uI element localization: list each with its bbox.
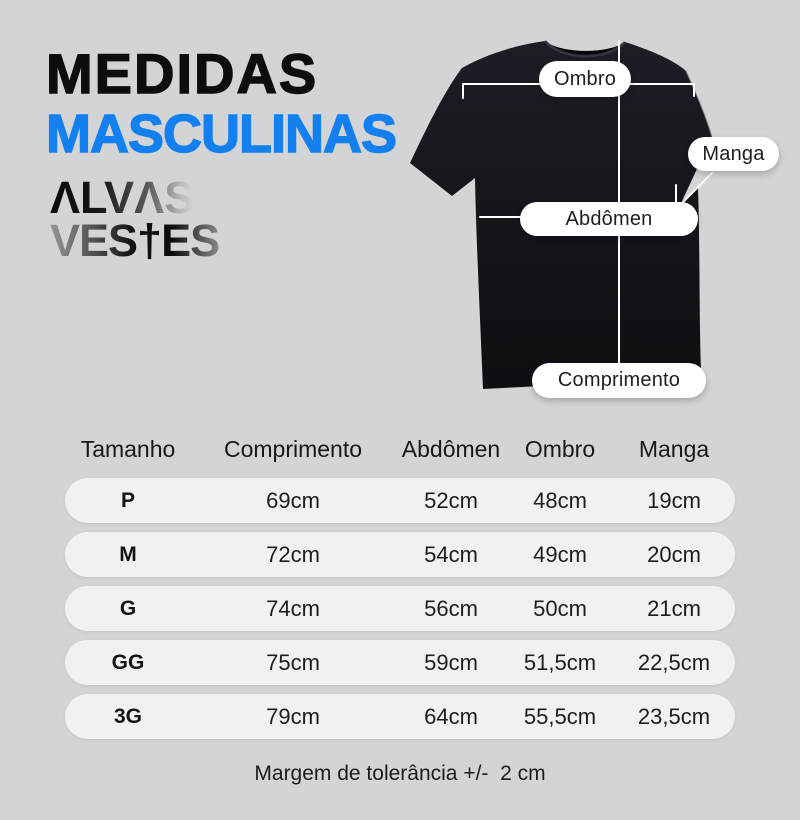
table-row-p: P 69cm 52cm 48cm 19cm: [65, 478, 735, 523]
brand-logo-line2: VES†ES: [50, 215, 220, 266]
cell-size: M: [119, 542, 137, 566]
col-header-abdomen: Abdômen: [401, 435, 501, 462]
cell-comprimento: 75cm: [266, 649, 320, 675]
sleeve-line: [682, 172, 713, 203]
cell-manga: 22,5cm: [637, 649, 711, 675]
measure-label-manga: Manga: [688, 137, 779, 171]
cell-manga: 20cm: [647, 541, 701, 567]
cell-comprimento: 79cm: [266, 703, 320, 729]
cell-ombro: 50cm: [533, 595, 587, 621]
cell-abdomen: 64cm: [424, 703, 478, 729]
page-title-line2: MASCULINAS: [45, 104, 397, 164]
cell-size: P: [120, 488, 135, 512]
col-header-ombro: Ombro: [524, 435, 596, 462]
measure-label-ombro: Ombro: [539, 61, 631, 97]
cell-comprimento: 72cm: [266, 541, 320, 567]
cell-ombro: 51,5cm: [523, 649, 597, 675]
cell-ombro: 49cm: [533, 541, 587, 567]
measure-label-abdomen: Abdômen: [520, 202, 698, 236]
table-row-gg: GG 75cm 59cm 51,5cm 22,5cm: [65, 640, 735, 685]
page-title-line1: MEDIDAS: [45, 42, 319, 105]
size-table-body: P 69cm 52cm 48cm 19cm M 72cm 54cm 49cm 2…: [65, 478, 735, 739]
col-header-tamanho: Tamanho: [80, 435, 176, 462]
cell-size: 3G: [113, 704, 142, 728]
cell-ombro: 55,5cm: [523, 703, 597, 729]
cell-size: G: [119, 596, 137, 620]
cell-abdomen: 56cm: [424, 595, 478, 621]
cell-manga: 21cm: [647, 595, 701, 621]
brand-logo-line1: ΛLVΛS: [50, 175, 219, 220]
table-row-3g: 3G 79cm 64cm 55,5cm 23,5cm: [65, 694, 735, 739]
cell-abdomen: 59cm: [424, 649, 478, 675]
table-row-g: G 74cm 56cm 50cm 21cm: [65, 586, 735, 631]
shirt-highlight: [685, 70, 713, 138]
cell-size: GG: [111, 650, 145, 674]
col-header-comprimento: Comprimento: [223, 435, 363, 462]
measure-label-comprimento: Comprimento: [532, 363, 706, 398]
tolerance-note: Margem de tolerância +/- 2 cm: [254, 762, 546, 785]
table-row-m: M 72cm 54cm 49cm 20cm: [65, 532, 735, 577]
cell-manga: 19cm: [647, 487, 701, 513]
cell-manga: 23,5cm: [637, 703, 711, 729]
col-header-manga: Manga: [638, 435, 710, 462]
size-table-header: Tamanho Comprimento Abdômen Ombro Manga: [65, 434, 735, 464]
cell-comprimento: 74cm: [266, 595, 320, 621]
cell-ombro: 48cm: [533, 487, 587, 513]
brand-logo: ΛLVΛS VES†ES: [50, 175, 220, 266]
cell-comprimento: 69cm: [266, 487, 320, 513]
cell-abdomen: 54cm: [424, 541, 478, 567]
cell-abdomen: 52cm: [424, 487, 478, 513]
